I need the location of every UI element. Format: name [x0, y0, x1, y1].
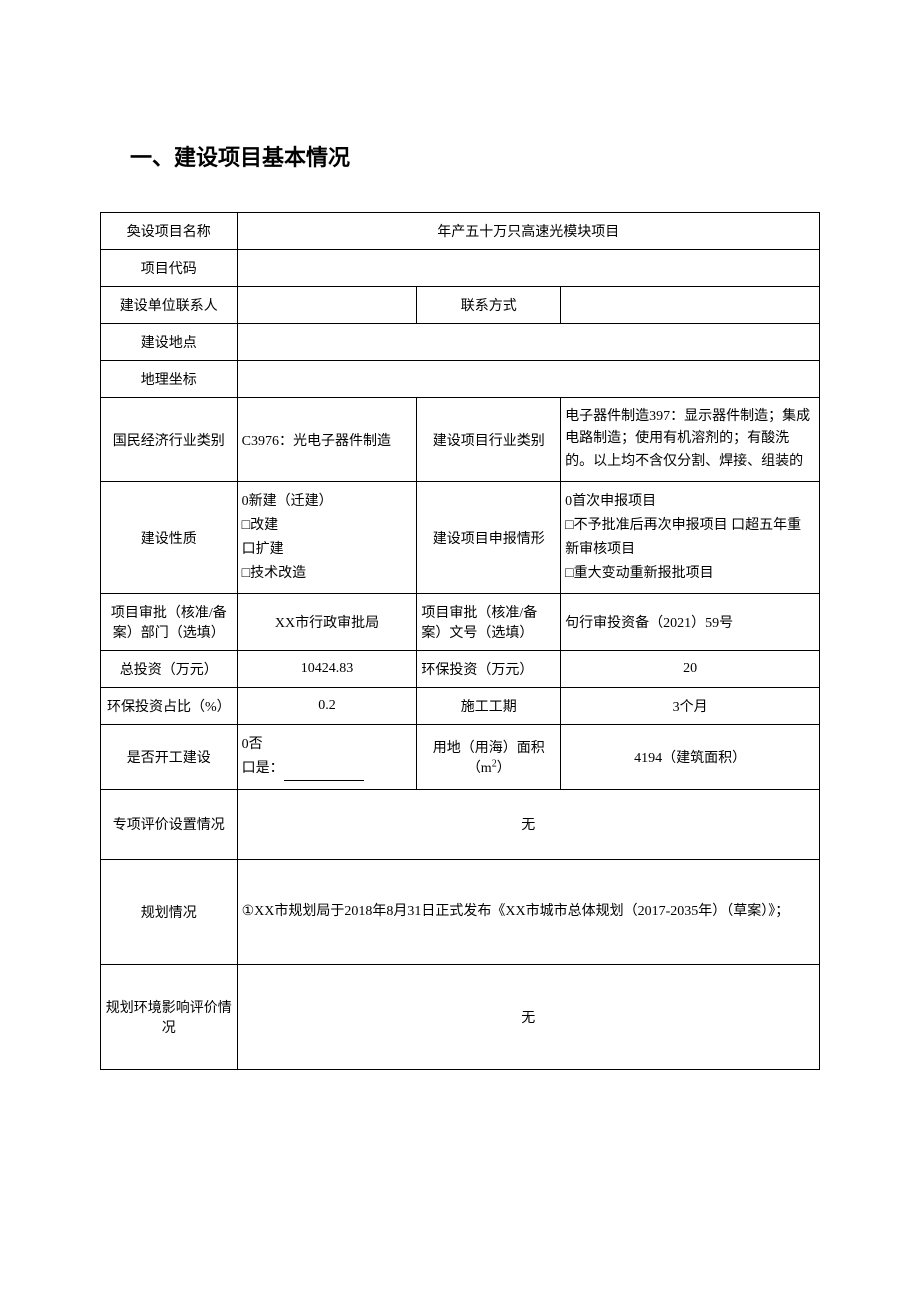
period-value: 3个月	[561, 688, 820, 725]
table-row: 地理坐标	[101, 361, 820, 398]
special-eval-value: 无	[237, 789, 819, 859]
table-row: 规划情况 ①XX市规划局于2018年8月31日正式发布《XX市城市总体规划（20…	[101, 859, 820, 964]
apply-opt-first: 0首次申报项目	[565, 490, 815, 514]
project-name-label: 奐设项目名称	[101, 213, 238, 250]
plan-label: 规划情况	[101, 859, 238, 964]
table-row: 是否开工建设 0否 口是： 用地（用海）面积 （m2） 4194（建筑面积）	[101, 725, 820, 790]
table-row: 国民经济行业类别 C3976：光电子器件制造 建设项目行业类别 电子器件制造39…	[101, 398, 820, 482]
contact-method-label: 联系方式	[417, 287, 561, 324]
econ-class-value: C3976：光电子器件制造	[237, 398, 417, 482]
table-row: 建设单位联系人 联系方式	[101, 287, 820, 324]
started-opt-yes: 口是：	[242, 757, 413, 781]
project-code-label: 项目代码	[101, 250, 238, 287]
env-ratio-label: 环保投资占比（%）	[101, 688, 238, 725]
build-nature-label: 建设性质	[101, 482, 238, 594]
total-invest-value: 10424.83	[237, 651, 417, 688]
project-code-value	[237, 250, 819, 287]
land-label-line2a: （m	[467, 761, 492, 776]
apply-opt-major: □重大变动重新报批项目	[565, 562, 815, 586]
contact-person-value	[237, 287, 417, 324]
nature-opt-new: 0新建（迁建）	[242, 490, 413, 514]
contact-person-label: 建设单位联系人	[101, 287, 238, 324]
table-row: 项目审批（核准/备案）部门（选填） XX市行政审批局 项目审批（核准/备案）文号…	[101, 594, 820, 651]
table-row: 项目代码	[101, 250, 820, 287]
apply-type-options: 0首次申报项目 □不予批准后再次申报项目 口超五年重新审核项目 □重大变动重新报…	[561, 482, 820, 594]
table-row: 专项评价设置情况 无	[101, 789, 820, 859]
project-name-value: 年产五十万只高速光模块项目	[237, 213, 819, 250]
location-value	[237, 324, 819, 361]
table-row: 建设性质 0新建（迁建） □改建 口扩建 □技术改造 建设项目申报情形 0首次申…	[101, 482, 820, 594]
plan-env-label: 规划环境影响评价情况	[101, 964, 238, 1069]
table-row: 奐设项目名称 年产五十万只高速光模块项目	[101, 213, 820, 250]
plan-value: ①XX市规划局于2018年8月31日正式发布《XX市城市总体规划（2017-20…	[237, 859, 819, 964]
build-nature-options: 0新建（迁建） □改建 口扩建 □技术改造	[237, 482, 417, 594]
started-label: 是否开工建设	[101, 725, 238, 790]
contact-method-value	[561, 287, 820, 324]
nature-opt-expand: 口扩建	[242, 538, 413, 562]
approve-dept-label: 项目审批（核准/备案）部门（选填）	[101, 594, 238, 651]
started-yes-text: 口是：	[242, 761, 284, 776]
period-label: 施工工期	[417, 688, 561, 725]
proj-industry-label: 建设项目行业类别	[417, 398, 561, 482]
approve-dept-value: XX市行政审批局	[237, 594, 417, 651]
location-label: 建设地点	[101, 324, 238, 361]
econ-class-label: 国民经济行业类别	[101, 398, 238, 482]
section-heading: 一、建设项目基本情况	[100, 140, 820, 172]
proj-industry-value: 电子器件制造397：显示器件制造；集成电路制造；使用有机溶剂的；有酸洗的。以上均…	[561, 398, 820, 482]
table-row: 建设地点	[101, 324, 820, 361]
env-ratio-value: 0.2	[237, 688, 417, 725]
nature-opt-tech: □技术改造	[242, 562, 413, 586]
apply-opt-reapply: □不予批准后再次申报项目 口超五年重新审核项目	[565, 514, 815, 562]
project-info-table: 奐设项目名称 年产五十万只高速光模块项目 项目代码 建设单位联系人 联系方式 建…	[100, 212, 820, 1070]
nature-opt-rebuild: □改建	[242, 514, 413, 538]
geo-coord-value	[237, 361, 819, 398]
started-opt-no: 0否	[242, 733, 413, 757]
table-row: 总投资（万元） 10424.83 环保投资（万元） 20	[101, 651, 820, 688]
blank-underline	[284, 767, 364, 781]
land-area-label: 用地（用海）面积 （m2）	[417, 725, 561, 790]
special-eval-label: 专项评价设置情况	[101, 789, 238, 859]
land-label-line1: 用地（用海）面积	[433, 741, 545, 756]
env-invest-label: 环保投资（万元）	[417, 651, 561, 688]
plan-env-value: 无	[237, 964, 819, 1069]
total-invest-label: 总投资（万元）	[101, 651, 238, 688]
table-row: 环保投资占比（%） 0.2 施工工期 3个月	[101, 688, 820, 725]
started-options: 0否 口是：	[237, 725, 417, 790]
env-invest-value: 20	[561, 651, 820, 688]
land-area-value: 4194（建筑面积）	[561, 725, 820, 790]
geo-coord-label: 地理坐标	[101, 361, 238, 398]
land-label-line2b: ）	[497, 761, 511, 776]
approve-no-value: 句行审投资备（2021）59号	[561, 594, 820, 651]
approve-no-label: 项目审批（核准/备案）文号（选填）	[417, 594, 561, 651]
table-row: 规划环境影响评价情况 无	[101, 964, 820, 1069]
apply-type-label: 建设项目申报情形	[417, 482, 561, 594]
